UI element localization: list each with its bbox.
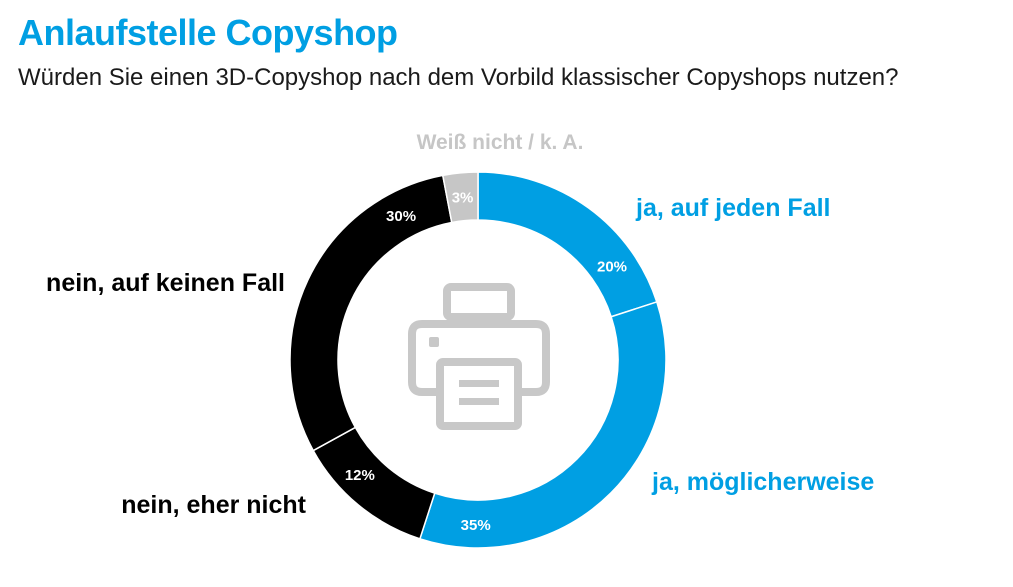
value-label-ja-auf-jeden-fall: 20% <box>597 258 627 275</box>
value-label-nein-eher-nicht: 12% <box>345 467 375 484</box>
slice-nein-auf-keinen-fall <box>289 174 453 452</box>
printer-icon <box>408 283 550 430</box>
value-label-ja-moeglicherweise: 35% <box>461 517 491 534</box>
value-label-weiss-nicht-k-a: 3% <box>452 190 474 207</box>
category-label-nein-eher-nicht: nein, eher nicht <box>121 491 306 519</box>
slice-ja-moeglicherweise <box>418 300 667 549</box>
value-label-nein-auf-keinen-fall: 30% <box>386 208 416 225</box>
chart-subtitle: Würden Sie einen 3D-Copyshop nach dem Vo… <box>18 64 899 91</box>
category-label-nein-auf-keinen-fall: nein, auf keinen Fall <box>46 269 285 297</box>
slice-ja-auf-jeden-fall <box>477 171 658 318</box>
category-label-ja-auf-jeden-fall: ja, auf jeden Fall <box>635 194 831 222</box>
category-label-weiss-nicht-k-a: Weiß nicht / k. A. <box>417 131 584 154</box>
category-label-ja-moeglicherweise: ja, möglicherweise <box>651 468 874 496</box>
slice-weiss-nicht-k-a <box>441 171 479 224</box>
chart-title: Anlaufstelle Copyshop <box>18 12 398 53</box>
